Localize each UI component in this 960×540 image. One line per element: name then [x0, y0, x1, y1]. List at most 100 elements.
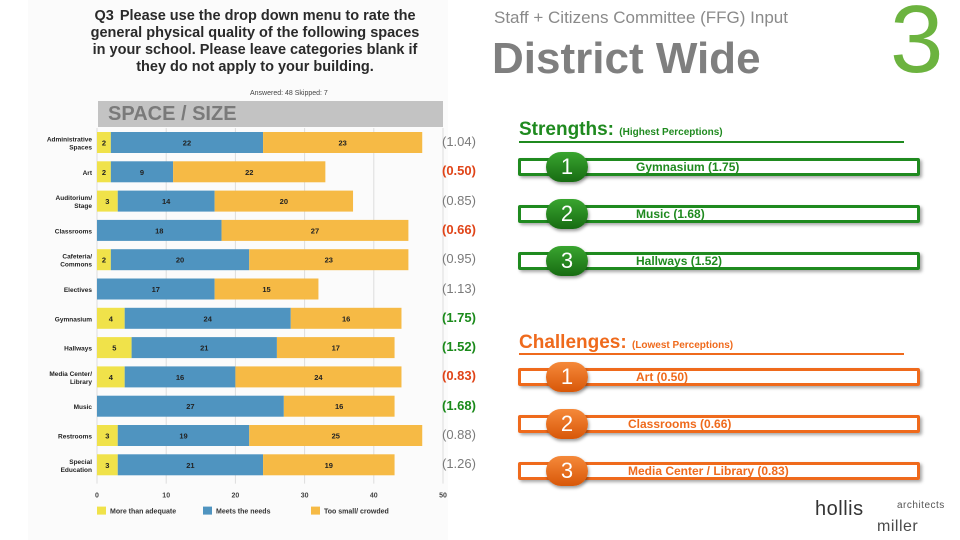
bar-value-label: 23 [338, 139, 346, 148]
legend-swatch [203, 506, 212, 515]
bar-segment [263, 132, 423, 153]
section-label: SPACE / SIZE [98, 101, 443, 127]
bar-value-label: 15 [262, 285, 270, 294]
challenges-note: (Lowest Perceptions) [631, 340, 734, 351]
x-tick-label: 40 [370, 493, 378, 500]
challenge-item-label: Art (0.50) [636, 370, 689, 384]
bar-value-label: 19 [325, 461, 333, 470]
x-tick-label: 30 [301, 493, 309, 500]
bar-segment [97, 132, 111, 153]
bar-value-label: 5 [112, 344, 116, 353]
bar-segment [214, 190, 354, 212]
strength-item-3: Hallways (1.52) [518, 252, 920, 270]
legend-label: More than adequate [110, 509, 176, 516]
page-title: District Wide [492, 34, 761, 83]
score-label: (0.88) [442, 427, 476, 442]
category-label: Auditorium/ [56, 195, 93, 202]
bar-value-label: 17 [332, 344, 340, 353]
bar-value-label: 20 [280, 197, 288, 206]
challenge-rank-badge: 1 [546, 362, 588, 392]
score-label: (1.68) [442, 397, 476, 413]
category-label: Media Center/ [49, 371, 92, 378]
challenges-title: Challenges: [519, 332, 627, 353]
bar-value-label: 16 [342, 314, 350, 323]
question-number: Q3 [94, 8, 114, 24]
bar-segment [97, 219, 222, 241]
bar-value-label: 3 [105, 432, 109, 441]
bar-segment [117, 425, 250, 446]
challenges-heading: Challenges: (Lowest Perceptions) [519, 332, 733, 354]
bar-value-label: 4 [109, 373, 114, 382]
category-label: Classrooms [55, 228, 93, 235]
legend-label: Too small/ crowded [324, 509, 389, 516]
x-tick-label: 20 [232, 493, 240, 500]
bar-segment [97, 454, 118, 476]
strength-item-label: Hallways (1.52) [636, 254, 723, 268]
x-tick-label: 0 [95, 493, 99, 500]
challenge-item-3: Media Center / Library (0.83) [518, 462, 920, 480]
bar-segment [97, 190, 118, 212]
bar-segment [249, 425, 423, 446]
challenges-underline [519, 353, 904, 355]
category-label: Gymnasium [55, 316, 92, 323]
bar-segment [97, 337, 132, 359]
bar-value-label: 21 [200, 344, 208, 353]
challenge-rank-badge: 2 [546, 409, 588, 439]
legend-label: Meets the needs [216, 509, 271, 516]
strengths-title: Strengths: [519, 119, 614, 140]
legend-swatch [97, 506, 106, 515]
category-label: Commons [60, 262, 92, 269]
bar-value-label: 24 [314, 373, 323, 382]
bar-value-label: 2 [102, 139, 106, 148]
challenge-item-label: Classrooms (0.66) [628, 417, 732, 431]
legend-swatch [311, 506, 320, 515]
bar-segment [117, 190, 215, 212]
category-label: Hallways [64, 346, 92, 353]
bar-value-label: 21 [186, 461, 194, 470]
bar-value-label: 19 [179, 432, 187, 441]
strength-rank-badge: 2 [546, 199, 588, 229]
bar-segment [276, 337, 395, 359]
category-label: Education [61, 467, 92, 474]
score-label: (1.26) [442, 456, 476, 472]
bar-value-label: 25 [332, 432, 340, 441]
bar-segment [235, 366, 402, 388]
category-label: Administrative [47, 137, 93, 144]
bar-value-label: 3 [105, 197, 109, 206]
x-tick-label: 10 [162, 493, 170, 500]
bar-value-label: 18 [155, 226, 163, 235]
page-subtitle: Staff + Citizens Committee (FFG) Input [494, 8, 788, 27]
slide-number: 3 [890, 0, 944, 93]
category-label: Restrooms [58, 434, 92, 441]
bar-value-label: 16 [176, 373, 184, 382]
bar-value-label: 20 [176, 256, 184, 265]
strength-item-2: Music (1.68) [518, 205, 920, 223]
bar-value-label: 16 [335, 402, 343, 411]
question-text: Please use the drop down menu to rate th… [90, 8, 420, 75]
logo-tagline: architects [897, 500, 945, 511]
category-label: Cafeteria/ [62, 254, 92, 261]
category-label: Stage [74, 203, 92, 210]
bar-segment [97, 278, 215, 300]
bar-segment [173, 161, 326, 183]
bar-segment [97, 249, 111, 271]
bar-value-label: 9 [140, 168, 144, 177]
category-label: Music [74, 404, 93, 411]
bar-segment [110, 132, 264, 153]
strengths-underline [519, 141, 904, 143]
bar-segment [110, 161, 174, 183]
bar-value-label: 2 [102, 168, 106, 177]
bar-value-label: 17 [152, 285, 160, 294]
score-label: (1.52) [442, 339, 476, 355]
bar-segment [290, 307, 402, 329]
bar-value-label: 24 [204, 314, 213, 323]
score-label: (1.04) [442, 134, 476, 149]
score-label: (0.66) [442, 221, 476, 237]
strengths-note: (Highest Perceptions) [619, 127, 723, 138]
logo-name-2: miller [877, 518, 919, 535]
bar-value-label: 22 [245, 168, 253, 177]
score-label: (0.95) [442, 251, 476, 267]
challenge-item-label: Media Center / Library (0.83) [628, 464, 789, 478]
bar-value-label: 4 [109, 314, 114, 323]
